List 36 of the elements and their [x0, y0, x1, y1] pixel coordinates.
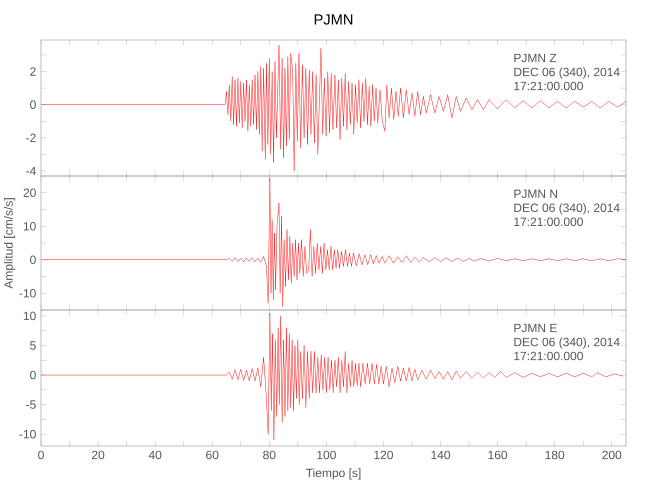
annotation: PJMN E [514, 324, 557, 332]
x-tick-label: 120 [374, 450, 393, 460]
x-axis-title: Tiempo [s] [306, 468, 360, 480]
y-axis-title: Amplitud [cm/s/s] [4, 198, 16, 289]
x-tick-label: 40 [148, 450, 162, 460]
y-tick-label: 10 [24, 312, 36, 320]
y-tick-label: 0 [30, 255, 36, 264]
x-tick-label: 160 [488, 450, 508, 460]
annotation: 17:21:00.000 [514, 82, 583, 90]
y-tick-label: -2 [26, 134, 36, 142]
x-tick-label: 140 [431, 450, 450, 460]
x-tick-label: 80 [263, 450, 276, 460]
y-tick-label: -5 [26, 400, 36, 409]
y-tick-label: 5 [30, 341, 36, 350]
annotation: PJMN N [514, 190, 558, 198]
y-tick-label: 10 [24, 222, 36, 231]
annotation: DEC 06 (340), 2014 [514, 67, 620, 79]
annotation: PJMN Z [514, 54, 556, 62]
y-tick-label: 2 [30, 67, 36, 76]
annotation: 17:21:00.000 [514, 218, 583, 226]
x-tick-label: 0 [38, 450, 44, 460]
x-tick-label: 180 [546, 450, 564, 460]
x-tick-label: 100 [317, 450, 336, 460]
x-tick-label: 60 [206, 450, 218, 460]
y-tick-label: -10 [19, 430, 36, 438]
y-tick-label: -4 [26, 166, 36, 176]
annotation: 17:21:00.000 [514, 352, 583, 360]
annotation: DEC 06 (340), 2014 [514, 337, 620, 349]
annotation: DEC 06 (340), 2014 [514, 203, 620, 214]
y-tick-label: 20 [24, 188, 36, 198]
chart-title: PJMN [314, 14, 352, 25]
x-tick-label: 200 [602, 450, 622, 460]
y-tick-label: 0 [30, 370, 36, 380]
y-tick-label: 0 [30, 100, 36, 109]
y-tick-label: -10 [19, 288, 36, 298]
x-tick-label: 20 [92, 450, 104, 460]
